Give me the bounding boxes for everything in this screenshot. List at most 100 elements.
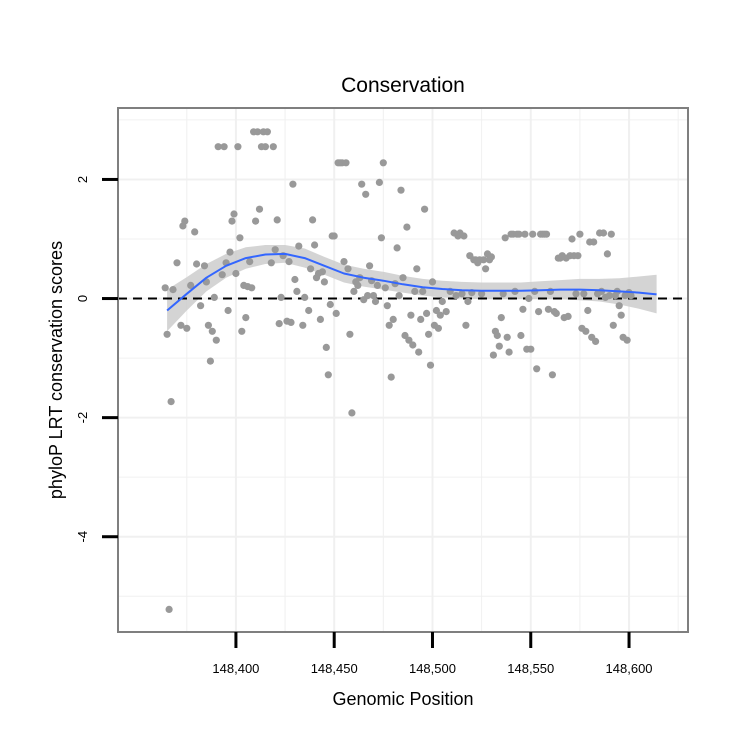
- chart-title: Conservation: [341, 74, 465, 97]
- y-tick-label: 2: [75, 176, 90, 183]
- data-point: [187, 281, 195, 289]
- data-point: [580, 290, 588, 298]
- data-point: [421, 205, 429, 213]
- data-point: [385, 321, 393, 329]
- data-point: [568, 235, 576, 243]
- data-point: [389, 315, 397, 323]
- data-point: [480, 256, 488, 264]
- data-point: [627, 292, 635, 300]
- data-point: [275, 320, 283, 328]
- data-point: [173, 259, 181, 267]
- data-point: [542, 230, 551, 238]
- data-point: [428, 278, 437, 286]
- data-point: [277, 293, 285, 301]
- data-point: [419, 287, 427, 295]
- data-point: [263, 128, 271, 136]
- data-point: [224, 306, 232, 315]
- data-point: [411, 287, 419, 295]
- data-point: [515, 230, 523, 238]
- data-point: [167, 398, 175, 406]
- data-point: [358, 180, 366, 188]
- data-point: [324, 371, 332, 379]
- data-point: [252, 217, 260, 225]
- x-tick-label: 148,550: [507, 661, 554, 676]
- y-axis: -4 -2 0 2: [75, 176, 118, 543]
- data-point: [436, 311, 444, 319]
- confidence-ribbon: [167, 245, 657, 332]
- data-point: [505, 348, 513, 356]
- data-point: [261, 143, 269, 151]
- data-point: [271, 246, 279, 254]
- x-tick-label: 148,400: [212, 661, 259, 676]
- data-point: [519, 305, 527, 313]
- data-point: [383, 302, 391, 310]
- data-point: [348, 409, 356, 417]
- data-point: [615, 302, 623, 310]
- data-point: [269, 143, 277, 151]
- data-point: [230, 210, 238, 218]
- y-axis-title: phyloP LRT conservation scores: [46, 241, 66, 499]
- data-point: [377, 234, 385, 242]
- data-point: [318, 268, 326, 276]
- smooth-line-layer: [166, 252, 657, 312]
- data-point: [576, 230, 584, 238]
- data-point: [161, 284, 169, 292]
- data-point: [417, 315, 425, 323]
- data-point: [299, 321, 307, 329]
- data-point: [517, 331, 525, 340]
- x-tick-label: 148,450: [311, 661, 358, 676]
- data-point: [379, 159, 387, 167]
- y-tick-label: -4: [75, 531, 90, 543]
- data-point: [381, 284, 389, 292]
- data-point: [330, 232, 338, 240]
- data-point: [295, 242, 303, 250]
- data-point: [238, 327, 246, 335]
- data-point: [584, 306, 592, 315]
- data-point: [501, 234, 509, 242]
- data-point: [403, 223, 411, 231]
- data-point: [316, 315, 324, 323]
- data-point: [373, 281, 381, 289]
- data-point: [572, 290, 580, 298]
- data-point: [371, 297, 380, 306]
- data-point: [605, 292, 614, 300]
- data-point: [369, 292, 378, 300]
- data-point: [497, 314, 505, 322]
- data-point: [218, 271, 226, 279]
- data-point: [395, 292, 403, 300]
- data-point: [301, 293, 309, 301]
- data-point: [332, 309, 340, 317]
- data-point: [499, 290, 507, 298]
- data-point: [462, 321, 470, 329]
- data-point: [425, 330, 433, 338]
- data-point: [364, 292, 372, 300]
- data-point: [409, 341, 417, 349]
- data-point: [535, 308, 543, 316]
- data-point: [293, 287, 301, 295]
- data-point: [399, 274, 407, 282]
- data-point: [503, 333, 511, 341]
- data-point: [200, 262, 209, 270]
- data-point: [273, 216, 281, 224]
- data-point: [527, 345, 535, 353]
- data-point: [197, 302, 205, 310]
- data-point: [607, 230, 615, 238]
- data-point: [387, 373, 395, 381]
- data-point: [183, 324, 191, 332]
- data-point: [322, 343, 330, 351]
- data-point: [220, 143, 228, 151]
- data-point: [208, 327, 216, 335]
- data-point: [599, 229, 608, 237]
- data-point: [226, 248, 234, 256]
- data-point: [181, 217, 189, 225]
- y-tick-label: 0: [75, 295, 90, 302]
- data-point: [206, 357, 214, 365]
- x-axis: 148,400 148,450 148,500 148,550 148,600: [212, 632, 653, 676]
- data-point: [415, 348, 423, 356]
- data-point: [254, 128, 262, 136]
- smooth-line: [166, 252, 657, 312]
- data-point: [350, 287, 358, 295]
- data-point: [442, 308, 450, 316]
- data-point: [191, 228, 199, 236]
